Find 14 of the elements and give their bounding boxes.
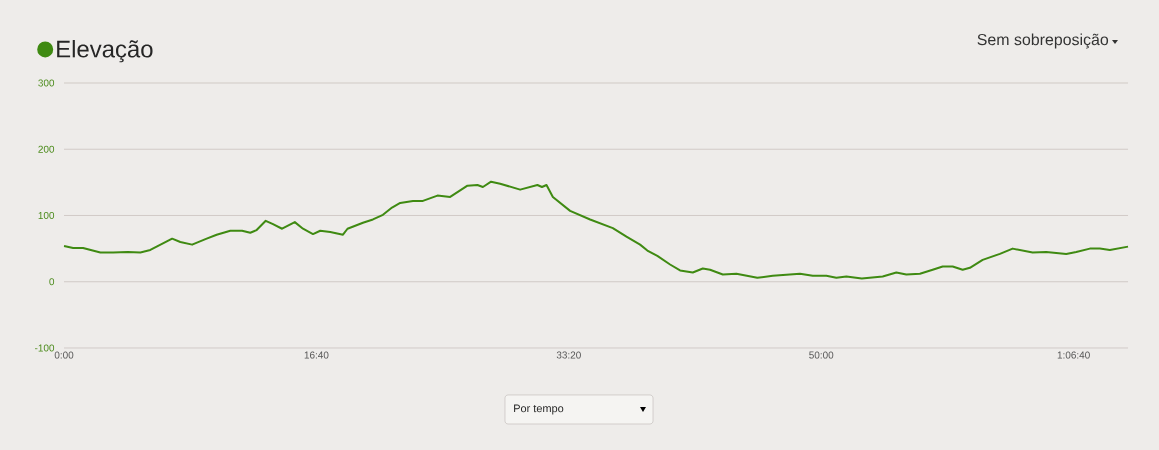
x-tick-label: 50:00 [809,351,834,359]
x-tick-label: 16:40 [304,351,329,359]
x-tick-label: 33:20 [556,351,581,359]
text: Sem sobreposição [977,33,1109,49]
y-tick-label: 100 [38,211,55,220]
y-tick-label: 0 [49,278,55,286]
text: Por tempo [514,404,564,415]
line-series [63,180,1130,280]
legend-label: Elevação [57,39,153,63]
y-tick-label: -100 [34,344,55,352]
x-tick-label: 1:06:40 [1057,351,1090,359]
y-tick-label: 200 [38,145,55,153]
x-tick-label: 0:00 [54,351,74,359]
y-tick-label: 300 [38,79,55,87]
